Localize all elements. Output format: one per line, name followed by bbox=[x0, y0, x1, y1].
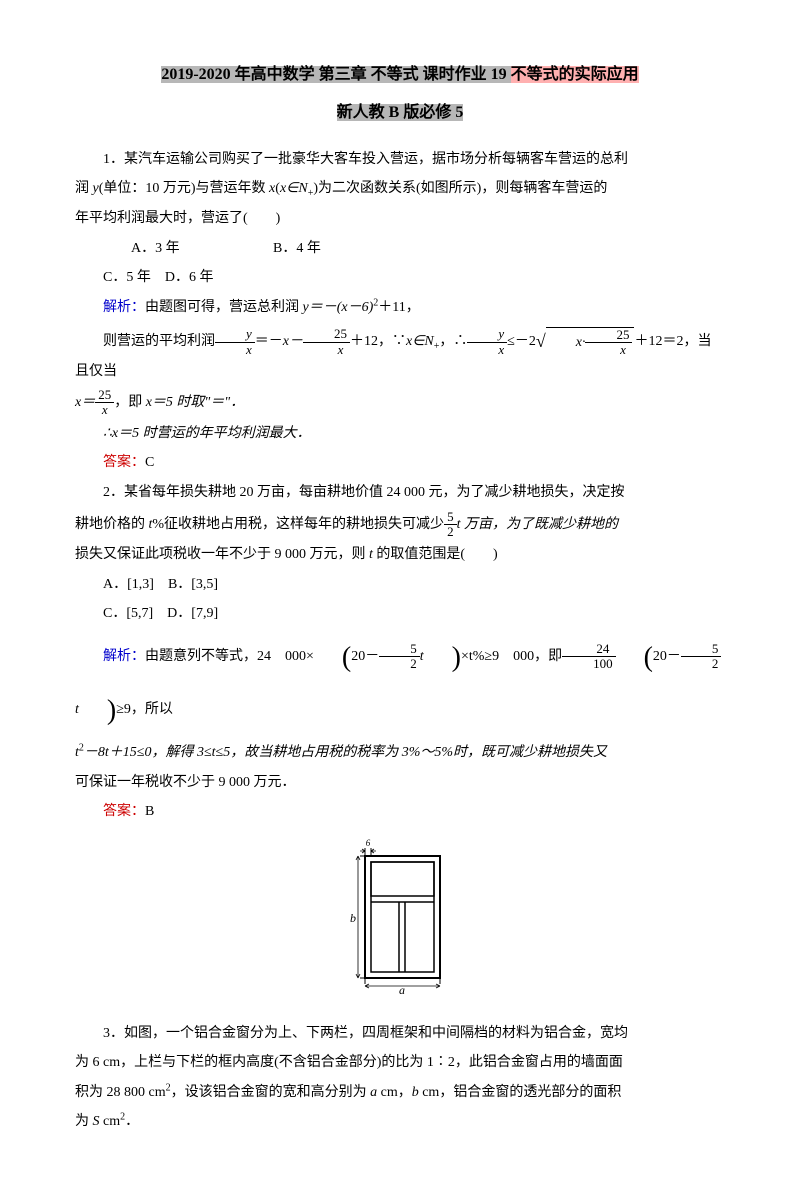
q2-option-ab: A．[1,3] B．[3,5] bbox=[75, 572, 725, 599]
q2-answer: 答案：B bbox=[75, 799, 725, 826]
q1-solution-2: 则营运的平均利润yx＝－x－25x＋12，∵x∈N+，∴yx≤－2√x·25x＋… bbox=[75, 324, 725, 385]
q2-option-cd: C．[5,7] D．[7,9] bbox=[75, 601, 725, 628]
q2-solution-2: t2－8t＋15≤0，解得 3≤t≤5，故当耕地占用税的税率为 3%～5%时，既… bbox=[75, 740, 725, 767]
q1-stem-cont2: 年平均利润最大时，营运了( ) bbox=[75, 206, 725, 233]
q1-option-cd: C．5 年 D．6 年 bbox=[75, 265, 725, 292]
q1-answer: 答案：C bbox=[75, 450, 725, 477]
q2-stem-2: 耕地价格的 t%征收耕地占用税，这样每年的耕地损失可减少52t 万亩，为了既减少… bbox=[75, 510, 725, 540]
q1-option-a: A．3 年B．4 年 bbox=[75, 236, 725, 263]
q1-stem-cont: 润 y(单位：10 万元)与营运年数 x(x∈N+)为二次函数关系(如图所示)，… bbox=[75, 176, 725, 203]
q2-solution-1: 解析：由题意列不等式，24 000×(20－52t)×t%≥9 000，即241… bbox=[75, 631, 725, 737]
page-title-line2: 新人教 B 版必修 5 bbox=[75, 98, 725, 128]
q1-solution-1: 解析：由题图可得，营运总利润 y＝－(x－6)2＋11， bbox=[75, 295, 725, 322]
svg-text:b: b bbox=[350, 911, 356, 925]
svg-text:a: a bbox=[399, 983, 405, 997]
q1-stem: 1．某汽车运输公司购买了一批豪华大客车投入营运，据市场分析每辆客车营运的总利 bbox=[75, 147, 725, 174]
q3-stem-4: 为 S cm2． bbox=[75, 1109, 725, 1136]
q1-solution-3: x＝25x，即 x＝5 时取"＝"． bbox=[75, 388, 725, 418]
svg-text:6: 6 bbox=[366, 838, 371, 848]
q3-stem-3: 积为 28 800 cm2，设该铝合金窗的宽和高分别为 a cm，b cm，铝合… bbox=[75, 1080, 725, 1107]
q2-solution-3: 可保证一年税收不少于 9 000 万元． bbox=[75, 770, 725, 797]
q2-stem: 2．某省每年损失耕地 20 万亩，每亩耕地价值 24 000 元，为了减少耕地损… bbox=[75, 480, 725, 507]
q1-solution-4: ∴x＝5 时营运的年平均利润最大． bbox=[75, 421, 725, 448]
page-title-line1: 2019-2020 年高中数学 第三章 不等式 课时作业 19 不等式的实际应用 bbox=[75, 60, 725, 90]
q2-stem-3: 损失又保证此项税收一年不少于 9 000 万元，则 t 的取值范围是( ) bbox=[75, 542, 725, 569]
q3-stem-2: 为 6 cm，上栏与下栏的框内高度(不含铝合金部分)的比为 1∶2，此铝合金窗占… bbox=[75, 1050, 725, 1077]
window-diagram: 6 a b bbox=[75, 838, 725, 1009]
q3-stem-1: 3．如图，一个铝合金窗分为上、下两栏，四周框架和中间隔档的材料为铝合金，宽均 bbox=[75, 1021, 725, 1048]
